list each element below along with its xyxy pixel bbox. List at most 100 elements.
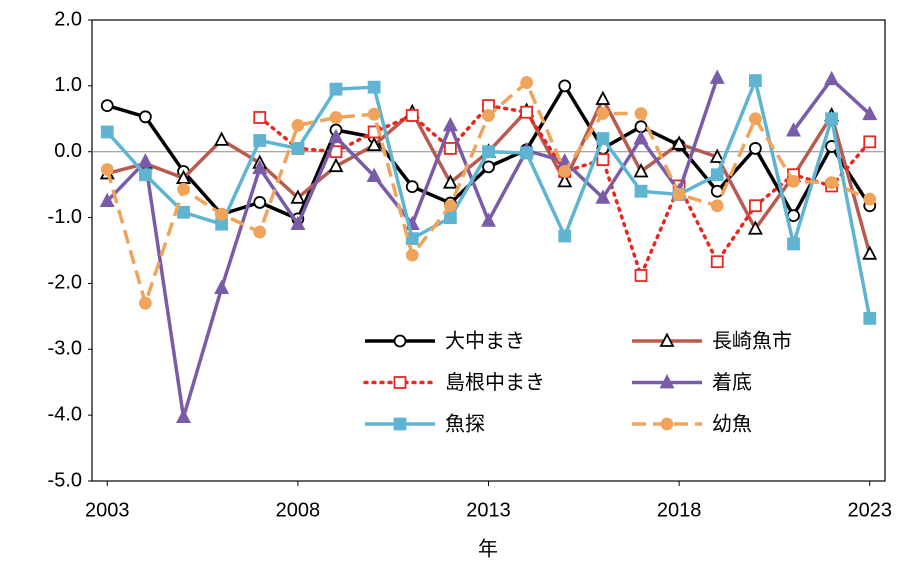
x-tick-label: 2018 — [657, 499, 702, 521]
point — [634, 184, 648, 198]
legend-label: 大中まき — [445, 329, 525, 352]
point — [138, 168, 152, 182]
point — [596, 107, 610, 120]
y-tick-label: -2.0 — [48, 272, 82, 294]
point — [747, 220, 763, 235]
point — [290, 215, 306, 231]
point — [748, 199, 762, 213]
point — [558, 229, 572, 243]
legend-label: 長崎魚市 — [712, 329, 792, 352]
point — [633, 163, 649, 178]
legend-label: 幼魚 — [712, 412, 752, 435]
point — [215, 207, 229, 221]
point — [520, 76, 534, 89]
point — [825, 112, 839, 126]
point — [253, 134, 267, 147]
legend-label: 魚探 — [445, 412, 485, 435]
point — [253, 111, 267, 124]
point — [214, 279, 230, 294]
x-axis-label: 年 — [478, 537, 498, 560]
y-tick-label: -1.0 — [48, 206, 82, 228]
legend-label: 島根中まき — [445, 371, 545, 394]
y-tick-label: -3.0 — [48, 338, 82, 360]
point — [596, 153, 610, 167]
y-tick-label: 0.0 — [54, 140, 82, 162]
point — [709, 69, 725, 84]
point — [367, 107, 381, 121]
point — [520, 105, 534, 119]
point — [405, 232, 419, 246]
y-tick-label: -4.0 — [48, 403, 82, 425]
point — [405, 180, 419, 194]
point — [558, 79, 572, 93]
point — [595, 90, 611, 105]
legend-marker — [393, 417, 407, 431]
point — [863, 311, 877, 325]
point — [405, 109, 419, 122]
point — [100, 163, 114, 176]
point — [862, 245, 878, 260]
point — [634, 107, 648, 120]
point — [748, 142, 762, 155]
point — [596, 132, 610, 145]
y-tick-label: 1.0 — [54, 74, 82, 96]
point — [595, 189, 611, 204]
point — [748, 74, 762, 87]
point — [366, 167, 382, 182]
point — [443, 199, 457, 213]
point — [138, 296, 152, 310]
point — [442, 174, 458, 189]
point — [138, 110, 152, 124]
point — [252, 159, 268, 175]
point — [748, 112, 762, 126]
point — [709, 148, 725, 163]
point — [366, 136, 382, 152]
point — [672, 188, 686, 201]
point — [253, 196, 267, 209]
point — [863, 192, 877, 206]
y-tick-label: 2.0 — [54, 8, 82, 30]
x-tick-label: 2023 — [848, 499, 893, 521]
point — [176, 408, 191, 424]
point — [99, 192, 115, 208]
series — [100, 76, 877, 310]
point — [177, 205, 190, 219]
point — [443, 142, 457, 155]
point — [825, 176, 839, 190]
legend-marker — [659, 332, 675, 347]
point — [558, 165, 572, 178]
point — [786, 122, 801, 137]
legend-marker — [393, 376, 407, 389]
point — [710, 168, 724, 182]
legend-label: 着底 — [712, 371, 752, 394]
point — [329, 82, 343, 96]
point — [100, 99, 114, 113]
point — [863, 135, 877, 149]
point — [405, 248, 419, 262]
point — [290, 189, 306, 204]
point — [328, 157, 344, 173]
point — [787, 209, 800, 222]
series — [253, 99, 877, 282]
legend-marker — [659, 374, 675, 389]
point — [633, 130, 649, 145]
point — [710, 184, 724, 198]
point — [671, 135, 687, 150]
point — [482, 145, 495, 159]
point — [824, 70, 840, 86]
point — [442, 116, 458, 132]
y-tick-label: -5.0 — [48, 469, 82, 491]
point — [100, 125, 114, 139]
point — [443, 211, 457, 224]
point — [710, 199, 724, 213]
point — [482, 109, 495, 122]
series — [100, 74, 877, 325]
point — [137, 153, 153, 168]
point — [520, 146, 534, 160]
point — [253, 225, 267, 239]
point — [557, 172, 573, 188]
legend-marker — [660, 417, 674, 431]
point — [481, 212, 496, 227]
point — [329, 111, 343, 124]
